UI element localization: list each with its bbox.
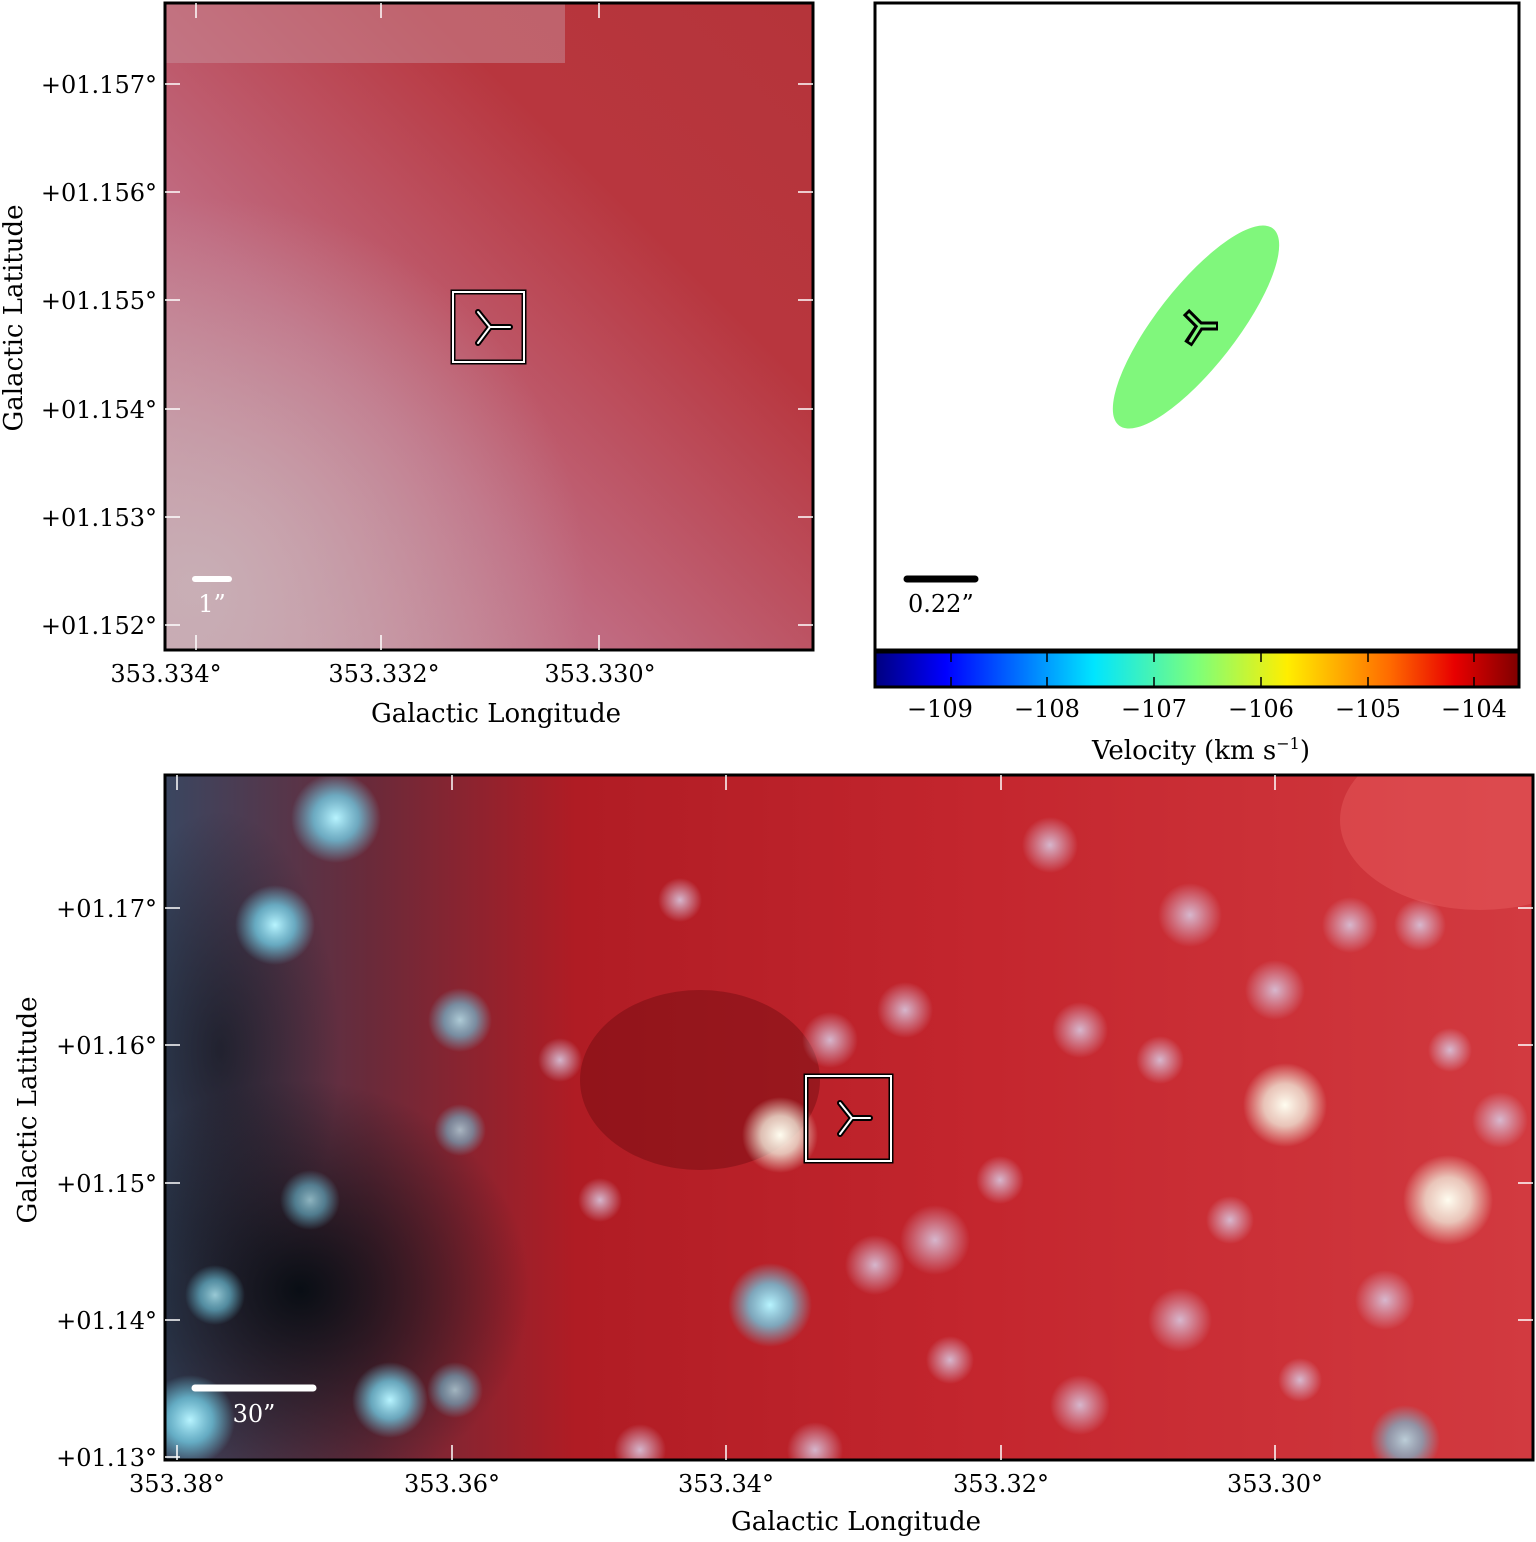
- zoom-panel: 1” +01.157° +01.156° +01.155° +01.154° +…: [0, 1, 815, 729]
- wide-y-tick-label: +01.15°: [56, 1170, 157, 1198]
- colorbar-tick-label: −109: [907, 695, 973, 723]
- wide-y-tick-label: +01.16°: [56, 1032, 157, 1060]
- zoom-y-tick-label: +01.155°: [41, 287, 157, 315]
- colorbar-tick-label: −108: [1014, 695, 1080, 723]
- wide-panel: 30” +01.17° +01.16° +01.15° +01.14° +01.…: [13, 773, 1535, 1537]
- colorbar-ticks: [950, 652, 1475, 687]
- colorbar-tick-label: −107: [1121, 695, 1187, 723]
- wide-x-tick-label: 353.36°: [404, 1470, 500, 1498]
- zoom-x-tick-label: 353.332°: [328, 660, 439, 688]
- wide-frame: [163, 773, 1535, 1462]
- wide-y-tick-labels: +01.17° +01.16° +01.15° +01.14° +01.13°: [56, 895, 157, 1472]
- velocity-scalebar-label: 0.22”: [908, 590, 974, 618]
- velocity-panel: 0.22” −109 −108 −107 −106 −105 −104 Velo…: [873, 1, 1521, 766]
- stars: [165, 775, 1528, 1460]
- colorbar-label-sup: −1: [1276, 734, 1300, 753]
- velocity-source-marker-icon: [1182, 308, 1218, 347]
- wide-x-tick-labels: 353.38° 353.36° 353.34° 353.32° 353.30°: [129, 1470, 1323, 1498]
- bright-region: [1340, 775, 1533, 910]
- zoom-x-tick-label: 353.330°: [544, 660, 655, 688]
- zoom-y-tick-label: +01.157°: [41, 71, 157, 99]
- zoom-scalebar-label: 1”: [198, 590, 226, 618]
- wide-y-axis-label: Galactic Latitude: [13, 997, 43, 1224]
- zoom-target-box: [450, 289, 527, 365]
- wide-target-box: [803, 1073, 894, 1164]
- wide-x-tick-label: 353.38°: [129, 1470, 225, 1498]
- colorbar-label-text: Velocity (km s: [1091, 736, 1276, 766]
- wide-y-tick-label: +01.14°: [56, 1307, 157, 1335]
- colorbar: [873, 650, 1521, 689]
- zoom-image-top-haze: [165, 3, 565, 63]
- zoom-y-tick-label: +01.153°: [41, 504, 157, 532]
- colorbar-label: Velocity (km s−1): [1091, 734, 1310, 766]
- wide-y-ticks: [165, 907, 1533, 1458]
- zoom-frame: [163, 1, 815, 652]
- wide-scalebar-label: 30”: [233, 1400, 276, 1428]
- zoom-y-tick-label: +01.156°: [41, 179, 157, 207]
- wide-y-tick-label: +01.17°: [56, 895, 157, 923]
- zoom-y-tick-label: +01.152°: [41, 612, 157, 640]
- zoom-x-tick-label: 353.334°: [110, 660, 221, 688]
- wide-source-marker-icon: [837, 1100, 873, 1137]
- zoom-y-axis-label: Galactic Latitude: [0, 205, 29, 432]
- colorbar-label-end: ): [1300, 736, 1310, 766]
- wide-y-tick-label: +01.13°: [56, 1444, 157, 1472]
- source-marker-icon: [475, 309, 513, 346]
- wide-x-axis-label: Galactic Longitude: [731, 1507, 981, 1537]
- colorbar-tick-label: −104: [1441, 695, 1507, 723]
- wide-x-ticks: [176, 775, 1276, 1460]
- zoom-x-tick-labels: 353.334° 353.332° 353.330°: [110, 660, 655, 688]
- colorbar-tick-labels: −109 −108 −107 −106 −105 −104: [907, 695, 1507, 723]
- colorbar-tick-label: −105: [1335, 695, 1401, 723]
- zoom-y-tick-label: +01.154°: [41, 396, 157, 424]
- colorbar-tick-label: −106: [1228, 695, 1294, 723]
- zoom-y-tick-labels: +01.157° +01.156° +01.155° +01.154° +01.…: [41, 71, 157, 640]
- zoom-y-ticks: [165, 83, 813, 626]
- wide-x-tick-label: 353.30°: [1227, 1470, 1323, 1498]
- wide-x-tick-label: 353.32°: [953, 1470, 1049, 1498]
- wide-x-tick-label: 353.34°: [678, 1470, 774, 1498]
- zoom-x-ticks: [195, 3, 600, 650]
- zoom-x-axis-label: Galactic Longitude: [371, 699, 621, 729]
